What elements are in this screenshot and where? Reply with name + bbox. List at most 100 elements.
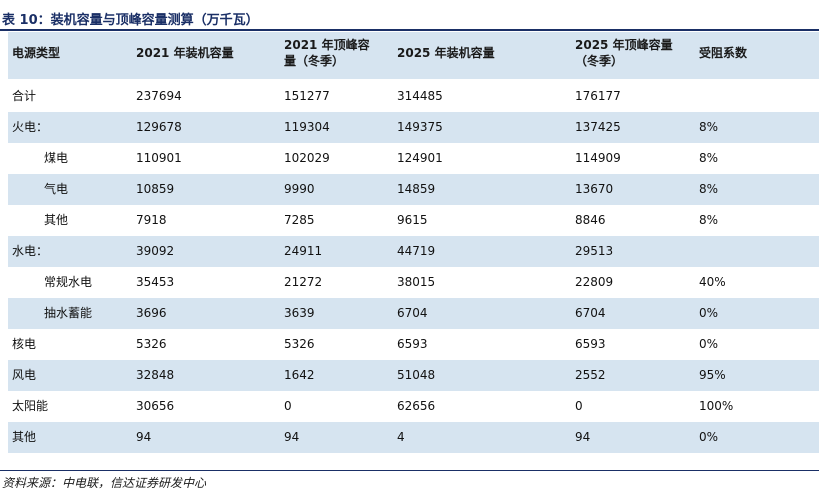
capacity-table: 电源类型 2021 年装机容量 2021 年顶峰容 量（冬季） 2025 年装机… [8, 32, 819, 468]
cell-2021-peak: 3639 [284, 306, 315, 320]
cell-2025-installed: 6593 [397, 337, 428, 351]
header-derating-factor-label: 受阻系数 [699, 46, 748, 60]
table-row: 其他 94 94 4 94 0% [8, 422, 819, 453]
cell-2025-installed: 4 [397, 430, 405, 444]
table-row: 核电 5326 5326 6593 6593 0% [8, 329, 819, 360]
header-2021-peak-line2: 量（冬季） [284, 54, 345, 68]
cell-derating-factor: 8% [699, 213, 719, 227]
row-label: 风电 [12, 368, 37, 382]
cell-2025-installed: 14859 [397, 182, 436, 196]
table-title-bar: 表 10：装机容量与顶峰容量测算（万千瓦） [0, 0, 819, 31]
cell-2021-peak: 5326 [284, 337, 315, 351]
header-2025-installed-label: 2025 年装机容量 [397, 46, 495, 60]
header-2021-installed-label: 2021 年装机容量 [136, 46, 234, 60]
table-header: 电源类型 2021 年装机容量 2021 年顶峰容 量（冬季） 2025 年装机… [8, 32, 819, 79]
row-label: 火电： [12, 120, 49, 134]
header-2025-installed: 2025 年装机容量 [397, 45, 495, 61]
header-2025-peak-line2: （冬季） [575, 54, 624, 68]
cell-derating-factor: 100% [699, 399, 734, 413]
cell-derating-factor: 40% [699, 275, 726, 289]
cell-2025-peak: 176177 [575, 89, 621, 103]
row-label: 其他 [44, 213, 69, 227]
cell-2021-installed: 35453 [136, 275, 175, 289]
cell-derating-factor: 8% [699, 120, 719, 134]
cell-2025-peak: 0 [575, 399, 583, 413]
header-2025-peak-line1: 2025 年顶峰容量 [575, 38, 673, 52]
cell-2025-peak: 22809 [575, 275, 614, 289]
table-title: 表 10：装机容量与顶峰容量测算（万千瓦） [2, 13, 259, 28]
cell-2025-peak: 8846 [575, 213, 606, 227]
row-label: 水电： [12, 244, 49, 258]
cell-2021-peak: 94 [284, 430, 300, 444]
cell-2021-installed: 32848 [136, 368, 175, 382]
cell-2025-peak: 29513 [575, 244, 614, 258]
cell-2025-installed: 51048 [397, 368, 436, 382]
header-2021-peak-line1: 2021 年顶峰容 [284, 38, 370, 52]
cell-2021-peak: 7285 [284, 213, 315, 227]
table-row: 其他 7918 7285 9615 8846 8% [8, 205, 819, 236]
row-label: 太阳能 [12, 399, 49, 413]
cell-2025-peak: 114909 [575, 151, 621, 165]
cell-2025-installed: 149375 [397, 120, 443, 134]
table-row: 太阳能 30656 0 62656 0 100% [8, 391, 819, 422]
cell-derating-factor: 0% [699, 306, 719, 320]
table-row: 水电： 39092 24911 44719 29513 [8, 236, 819, 267]
cell-2021-peak: 0 [284, 399, 292, 413]
table-row: 抽水蓄能 3696 3639 6704 6704 0% [8, 298, 819, 329]
cell-derating-factor: 8% [699, 151, 719, 165]
table-row: 合计 237694 151277 314485 176177 [8, 81, 819, 112]
header-2025-peak: 2025 年顶峰容量 （冬季） [575, 37, 673, 69]
cell-2025-peak: 6704 [575, 306, 606, 320]
cell-2025-installed: 62656 [397, 399, 436, 413]
cell-2021-installed: 39092 [136, 244, 175, 258]
row-label: 合计 [12, 89, 37, 103]
row-label: 常规水电 [44, 275, 93, 289]
cell-2021-installed: 5326 [136, 337, 167, 351]
row-label: 煤电 [44, 151, 69, 165]
cell-2021-installed: 129678 [136, 120, 182, 134]
cell-2025-installed: 38015 [397, 275, 436, 289]
row-label: 气电 [44, 182, 69, 196]
row-label: 抽水蓄能 [44, 306, 93, 320]
table-row: 气电 10859 9990 14859 13670 8% [8, 174, 819, 205]
cell-2021-peak: 1642 [284, 368, 315, 382]
row-label: 其他 [12, 430, 37, 444]
table-bottom-rule [0, 470, 819, 471]
table-row: 风电 32848 1642 51048 2552 95% [8, 360, 819, 391]
cell-2021-peak: 119304 [284, 120, 330, 134]
cell-derating-factor: 0% [699, 430, 719, 444]
header-derating-factor: 受阻系数 [699, 45, 747, 61]
table-row: 火电： 129678 119304 149375 137425 8% [8, 112, 819, 143]
cell-2021-installed: 7918 [136, 213, 167, 227]
cell-2025-installed: 314485 [397, 89, 443, 103]
cell-2021-peak: 102029 [284, 151, 330, 165]
cell-2021-peak: 9990 [284, 182, 315, 196]
cell-2025-installed: 44719 [397, 244, 436, 258]
header-source-type-label: 电源类型 [12, 46, 61, 60]
cell-2025-peak: 94 [575, 430, 591, 444]
cell-2025-installed: 9615 [397, 213, 428, 227]
cell-2021-peak: 151277 [284, 89, 330, 103]
cell-derating-factor: 95% [699, 368, 726, 382]
cell-2021-installed: 94 [136, 430, 152, 444]
cell-derating-factor: 8% [699, 182, 719, 196]
header-source-type: 电源类型 [12, 45, 60, 61]
cell-2021-installed: 237694 [136, 89, 182, 103]
cell-2021-installed: 3696 [136, 306, 167, 320]
title-divider [0, 29, 819, 31]
cell-2021-peak: 24911 [284, 244, 323, 258]
header-2021-installed: 2021 年装机容量 [136, 45, 234, 61]
cell-derating-factor: 0% [699, 337, 719, 351]
cell-2025-peak: 13670 [575, 182, 614, 196]
source-note: 资料来源：中电联，信达证券研发中心 [2, 476, 207, 490]
cell-2025-peak: 2552 [575, 368, 606, 382]
cell-2021-installed: 110901 [136, 151, 182, 165]
header-2021-peak: 2021 年顶峰容 量（冬季） [284, 37, 370, 69]
table-row: 煤电 110901 102029 124901 114909 8% [8, 143, 819, 174]
cell-2025-installed: 124901 [397, 151, 443, 165]
table-row: 常规水电 35453 21272 38015 22809 40% [8, 267, 819, 298]
cell-2021-installed: 30656 [136, 399, 175, 413]
cell-2021-installed: 10859 [136, 182, 175, 196]
cell-2025-installed: 6704 [397, 306, 428, 320]
cell-2025-peak: 6593 [575, 337, 606, 351]
